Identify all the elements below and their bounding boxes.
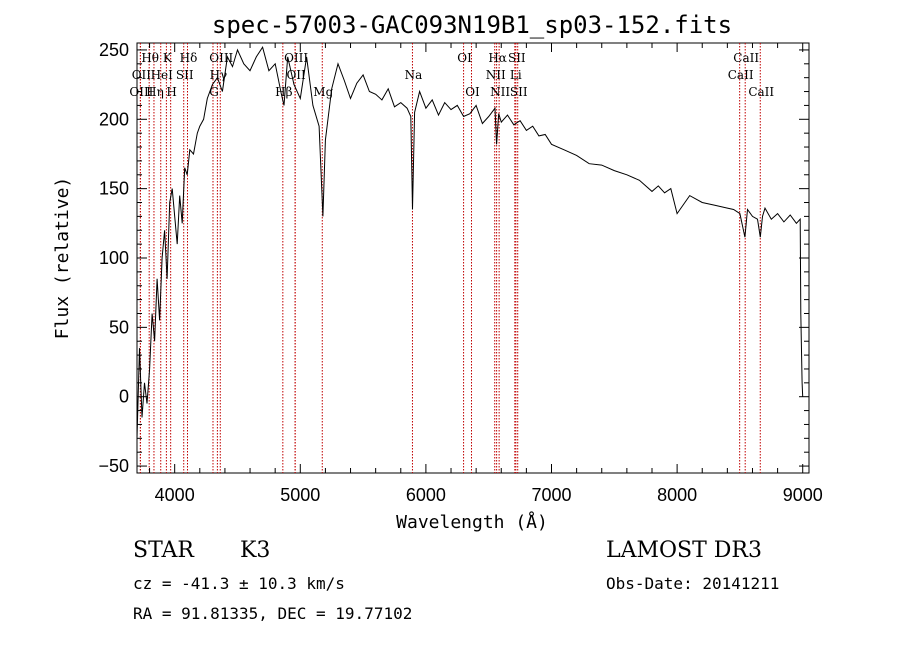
x-axis-label: Wavelength (Å) <box>396 511 548 533</box>
spectrum-series-line <box>136 45 804 439</box>
y-tick-label: 50 <box>109 317 129 337</box>
line-label: OIII <box>284 51 308 65</box>
line-label: SII <box>176 68 194 82</box>
x-axis-ticks: 4000 5000 6000 7000 8000 9000 <box>149 43 823 505</box>
x-tick-label: 4000 <box>155 485 195 505</box>
line-label: Li <box>510 68 522 82</box>
y-tick-label: −50 <box>98 456 129 476</box>
line-label: NII <box>490 85 510 99</box>
line-label: Hα <box>488 51 507 65</box>
y-tick-label: 250 <box>99 40 129 60</box>
x-tick-label: 9000 <box>783 485 823 505</box>
line-label: Mg <box>313 85 333 99</box>
y-tick-label: 150 <box>99 179 129 199</box>
x-tick-label: 5000 <box>280 485 320 505</box>
line-label: OI <box>457 51 472 65</box>
obs-date: Obs-Date: 20141211 <box>606 574 780 593</box>
line-label: Hδ <box>180 51 198 65</box>
y-axis-label: Flux (relative) <box>52 177 73 340</box>
line-label: OI <box>465 85 480 99</box>
x-tick-label: 6000 <box>406 485 446 505</box>
object-class: STAR <box>133 538 194 563</box>
line-label: HeI <box>151 68 174 82</box>
y-tick-label: 0 <box>119 387 129 407</box>
line-label: OIII <box>209 51 233 65</box>
line-label: Na <box>405 68 423 82</box>
x-tick-label: 7000 <box>531 485 571 505</box>
line-label: OII <box>132 68 152 82</box>
survey-name: LAMOST DR3 <box>606 538 762 563</box>
line-label: SII <box>508 51 526 65</box>
chart-title: spec-57003-GAC093N19B1_sp03-152.fits <box>212 11 732 39</box>
line-label: SII <box>510 85 528 99</box>
line-label: K <box>163 51 173 65</box>
line-label: Hη <box>146 85 164 99</box>
y-tick-label: 200 <box>99 109 129 129</box>
line-label: CaII <box>733 51 759 65</box>
line-label: CaII <box>748 85 774 99</box>
y-tick-label: 100 <box>99 248 129 268</box>
x-tick-label: 8000 <box>657 485 697 505</box>
line-label: NII <box>486 68 506 82</box>
line-label: Hγ <box>210 68 228 82</box>
line-label: G <box>209 85 219 99</box>
line-label: H <box>166 85 176 99</box>
coordinates: RA = 91.81335, DEC = 19.77102 <box>133 604 413 623</box>
line-label: Hθ <box>141 51 159 65</box>
object-subclass: K3 <box>240 538 271 563</box>
plot-frame <box>136 42 810 474</box>
y-axis-ticks: −50 0 50 100 150 200 250 <box>98 40 809 476</box>
line-label: CaII <box>728 68 754 82</box>
redshift-readout: cz = -41.3 ± 10.3 km/s <box>133 574 345 593</box>
emission-lines <box>139 43 761 473</box>
line-label: Hβ <box>275 85 292 99</box>
